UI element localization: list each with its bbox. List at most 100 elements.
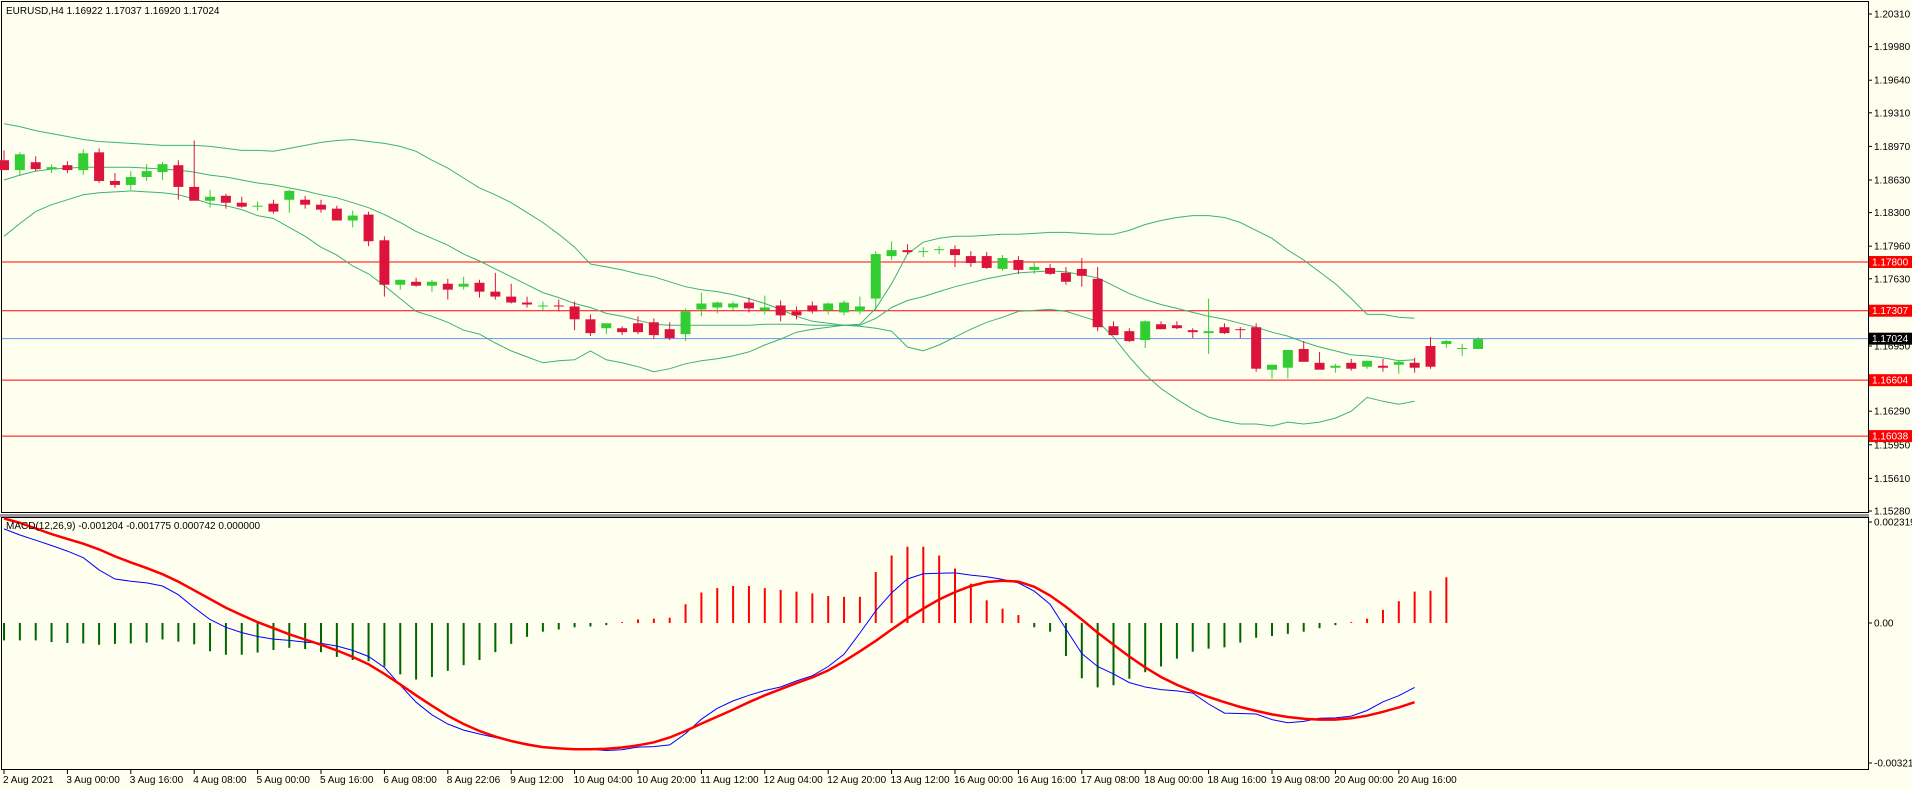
candle-body[interactable]: [1346, 362, 1357, 369]
candle-body[interactable]: [1457, 347, 1468, 349]
candle-body[interactable]: [1045, 267, 1056, 274]
candle-body[interactable]: [94, 152, 105, 181]
candle-body[interactable]: [601, 323, 612, 329]
candle-body[interactable]: [189, 186, 200, 201]
candle-body[interactable]: [395, 279, 406, 285]
signal-line: [3, 517, 1415, 751]
candle-body[interactable]: [1029, 266, 1040, 270]
candle-body[interactable]: [585, 319, 596, 334]
candle-body[interactable]: [839, 302, 850, 313]
candle-body[interactable]: [934, 249, 945, 251]
candle-body[interactable]: [300, 199, 311, 205]
candle-body[interactable]: [1076, 268, 1087, 276]
candle-body[interactable]: [1298, 348, 1309, 362]
candle-body[interactable]: [680, 311, 691, 335]
candle-body[interactable]: [30, 162, 41, 170]
candle-body[interactable]: [1314, 362, 1325, 370]
candle-body[interactable]: [173, 165, 184, 187]
candle-body[interactable]: [1060, 272, 1071, 282]
candle-body[interactable]: [981, 256, 992, 268]
candle-body[interactable]: [522, 302, 533, 305]
candle-body[interactable]: [125, 177, 136, 185]
candle-body[interactable]: [458, 283, 469, 287]
candle-body[interactable]: [347, 215, 358, 221]
band-upper-line: [3, 123, 1415, 326]
candle-body[interactable]: [1156, 324, 1167, 330]
macd-axis-tick-label: 0.00: [1874, 618, 1894, 629]
candle-body[interactable]: [696, 303, 707, 310]
candle-body[interactable]: [775, 305, 786, 316]
candle-body[interactable]: [950, 249, 960, 256]
candle-body[interactable]: [1108, 326, 1119, 336]
price-pane[interactable]: [0, 123, 1868, 437]
candle-body[interactable]: [379, 240, 390, 285]
candle-body[interactable]: [870, 254, 881, 299]
candle-body[interactable]: [284, 190, 295, 200]
candle-body[interactable]: [1171, 325, 1182, 329]
candle-body[interactable]: [1441, 341, 1452, 345]
candle-body[interactable]: [1235, 329, 1246, 331]
candle-body[interactable]: [1187, 330, 1198, 333]
candle-body[interactable]: [1251, 327, 1262, 369]
candle-body[interactable]: [220, 195, 231, 203]
candle-body[interactable]: [997, 258, 1008, 269]
candle-body[interactable]: [791, 311, 802, 316]
candle-body[interactable]: [965, 256, 976, 263]
candle-body[interactable]: [918, 251, 929, 253]
candle-body[interactable]: [1409, 362, 1420, 368]
candle-body[interactable]: [1330, 365, 1341, 368]
candle-body[interactable]: [1393, 361, 1404, 365]
candle-body[interactable]: [252, 205, 263, 207]
candle-body[interactable]: [664, 329, 675, 339]
candle-body[interactable]: [886, 250, 897, 257]
candle-body[interactable]: [807, 305, 818, 312]
candle-body[interactable]: [854, 306, 865, 312]
pane-separator[interactable]: [0, 514, 1869, 517]
candle-body[interactable]: [1282, 349, 1293, 368]
candle-body[interactable]: [1473, 339, 1484, 349]
candle-body[interactable]: [141, 171, 152, 178]
candle-body[interactable]: [1013, 260, 1024, 270]
candle-body[interactable]: [1203, 331, 1214, 334]
candle-body[interactable]: [617, 328, 628, 333]
candle-body[interactable]: [902, 250, 913, 253]
candle-body[interactable]: [62, 165, 73, 171]
candle-body[interactable]: [46, 167, 57, 170]
candle-body[interactable]: [1267, 364, 1277, 370]
candle-body[interactable]: [1425, 345, 1436, 367]
candle-body[interactable]: [823, 303, 834, 311]
candle-body[interactable]: [268, 203, 279, 212]
candle-body[interactable]: [236, 202, 247, 207]
candle-body[interactable]: [331, 208, 342, 221]
candle-body[interactable]: [1140, 321, 1151, 341]
candle-body[interactable]: [490, 291, 501, 297]
candle-body[interactable]: [1377, 365, 1388, 368]
candle-body[interactable]: [1092, 278, 1103, 328]
candle-body[interactable]: [648, 322, 659, 336]
candle-body[interactable]: [633, 323, 643, 333]
candle-body[interactable]: [316, 204, 326, 210]
candle-body[interactable]: [743, 302, 754, 309]
candle-body[interactable]: [411, 281, 422, 286]
candle-body[interactable]: [728, 303, 739, 308]
candle-body[interactable]: [157, 164, 168, 173]
candle-body[interactable]: [205, 196, 216, 201]
candle-body[interactable]: [426, 281, 437, 286]
candle-body[interactable]: [569, 306, 580, 320]
candle-body[interactable]: [109, 180, 120, 185]
macd-pane[interactable]: [3, 517, 1448, 752]
candle-body[interactable]: [1124, 331, 1135, 342]
candle-body[interactable]: [363, 214, 374, 242]
candle-body[interactable]: [506, 296, 517, 303]
candle-body[interactable]: [1362, 360, 1373, 367]
candle-body[interactable]: [759, 307, 770, 311]
candle-body[interactable]: [553, 305, 564, 307]
candle-body[interactable]: [442, 283, 453, 290]
candle-body[interactable]: [537, 305, 548, 307]
candle-body[interactable]: [1219, 327, 1230, 334]
candle-body[interactable]: [474, 282, 485, 292]
candle-body[interactable]: [78, 153, 89, 171]
candle-body[interactable]: [712, 302, 723, 308]
candle-body[interactable]: [0, 160, 9, 171]
candle-body[interactable]: [14, 154, 25, 171]
